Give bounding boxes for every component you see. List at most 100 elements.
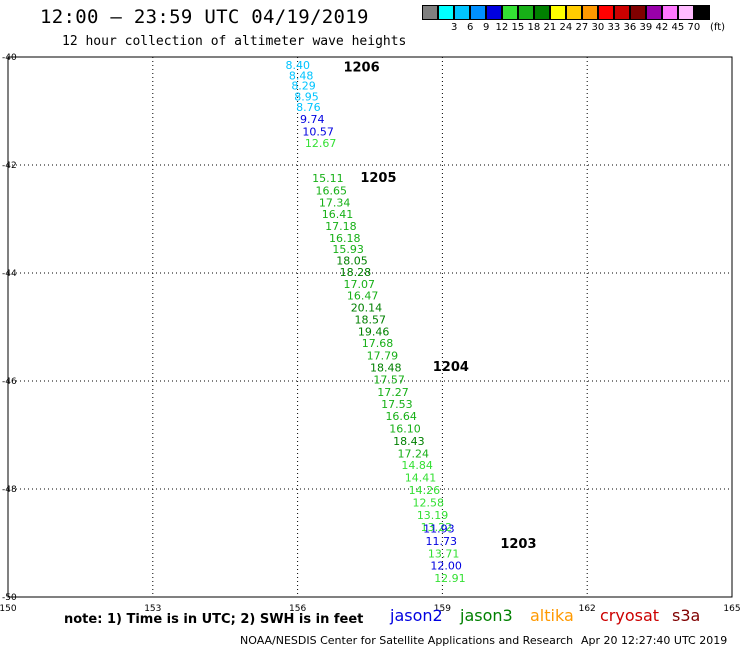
wave-height-value: 8.48 [289,69,314,82]
legend-value: 42 [655,22,669,33]
latitude-label: -48 [2,485,17,495]
wave-height-value: 14.26 [409,484,441,497]
legend-swatch [534,5,550,20]
longitude-label: 165 [723,604,740,614]
wave-height-value: 8.95 [294,90,319,103]
satellite-name: s3a [672,606,701,625]
wave-height-value: 12.00 [430,560,462,573]
wave-height-value: 8.76 [296,101,321,114]
legend-swatch [502,5,518,20]
legend-swatch [630,5,646,20]
wave-height-value: 13.22 [421,521,453,534]
track-time-label: 1205 [360,171,396,186]
legend-swatch [694,5,710,20]
satellite-name: altika [530,606,574,625]
wave-height-value: 16.64 [385,410,417,423]
wave-height-value: 16.65 [315,184,347,197]
wave-height-value: 10.57 [302,126,334,139]
latitude-label: -50 [2,593,17,603]
legend-swatch [582,5,598,20]
legend-value: 45 [671,22,685,33]
satellite-name: jason3 [460,606,513,625]
legend-value: 9 [483,22,490,33]
track-time-label: 1204 [433,360,469,375]
legend-value: 18 [527,22,541,33]
wave-height-value: 18.28 [340,266,372,279]
legend-swatch [614,5,630,20]
wave-height-value: 18.05 [336,255,368,268]
wave-height-value: 11.93 [423,522,455,535]
wave-height-value: 17.68 [362,337,394,350]
longitude-label: 159 [434,604,451,614]
generated-timestamp: Apr 20 12:27:40 UTC 2019 [581,634,728,647]
legend-value: 12 [495,22,509,33]
map-frame [7,56,733,598]
wave-height-value: 12.58 [412,497,444,510]
wave-height-value: 15.11 [312,172,344,185]
legend-swatch [438,5,454,20]
legend-value: 36 [623,22,637,33]
legend-unit: (ft) [710,22,726,33]
wave-height-value: 13.71 [428,547,460,560]
longitude-label: 150 [0,604,17,614]
longitude-label: 153 [144,604,161,614]
wave-height-value: 19.46 [358,325,390,338]
wave-height-value: 17.07 [343,278,375,291]
wave-height-value: 17.27 [377,386,409,399]
legend-swatch [566,5,582,20]
legend-value: 70 [687,22,701,33]
legend-swatch [678,5,694,20]
wave-height-value: 18.57 [355,313,387,326]
satellite-name: cryosat [600,606,660,625]
legend-value: 27 [575,22,589,33]
track-time-label: 1203 [500,537,536,552]
wave-height-value: 18.43 [393,435,425,448]
legend-value: 39 [639,22,653,33]
wave-height-value: 20.14 [351,302,383,315]
legend-value: 33 [607,22,621,33]
wave-height-value: 8.29 [291,80,316,93]
wave-height-value: 11.73 [426,535,458,548]
wave-height-value: 9.74 [300,113,325,126]
legend-swatch [550,5,566,20]
wave-height-value: 16.41 [322,208,354,221]
wave-height-value: 15.93 [332,243,364,256]
wave-height-value: 14.41 [405,472,437,485]
legend-value: 15 [511,22,525,33]
track-time-label: 1206 [343,61,379,76]
legend-swatch [646,5,662,20]
wave-height-value: 18.48 [370,362,402,375]
wave-height-value: 17.57 [373,373,405,386]
wave-height-value: 16.47 [347,290,379,303]
latitude-label: -40 [2,53,17,63]
wave-height-value: 13.19 [417,509,449,522]
wave-height-value: 12.67 [305,137,337,150]
wave-height-value: 17.79 [367,350,399,363]
legend-swatch [662,5,678,20]
legend-swatch [598,5,614,20]
page-title: 12:00 – 23:59 UTC 04/19/2019 [40,6,369,28]
legend-swatch [470,5,486,20]
footer-note: note: 1) Time is in UTC; 2) SWH is in fe… [64,612,364,627]
wave-height-value: 17.34 [319,196,351,209]
satellite-name: jason2 [390,606,443,625]
wave-height-value: 8.40 [286,59,311,72]
legend-value: 6 [467,22,474,33]
legend-value: 21 [543,22,557,33]
legend-swatch [486,5,502,20]
latitude-label: -44 [2,269,17,279]
wave-height-value: 17.18 [325,220,357,233]
legend-value: 30 [591,22,605,33]
color-legend: (ft) 3 6 9 12 15 18 21 24 27 30 33 36 39 42 45 70 [422,5,728,37]
longitude-label: 162 [579,604,596,614]
wave-height-value: 17.24 [398,447,430,460]
longitude-label: 156 [289,604,306,614]
legend-swatch [422,5,438,20]
page-subtitle: 12 hour collection of altimeter wave hei… [62,34,407,49]
legend-swatch [454,5,470,20]
wave-height-value: 17.53 [381,398,413,411]
wave-height-value: 16.10 [389,423,421,436]
legend-value: 24 [559,22,573,33]
credit-line: NOAA/NESDIS Center for Satellite Applica… [240,634,574,647]
